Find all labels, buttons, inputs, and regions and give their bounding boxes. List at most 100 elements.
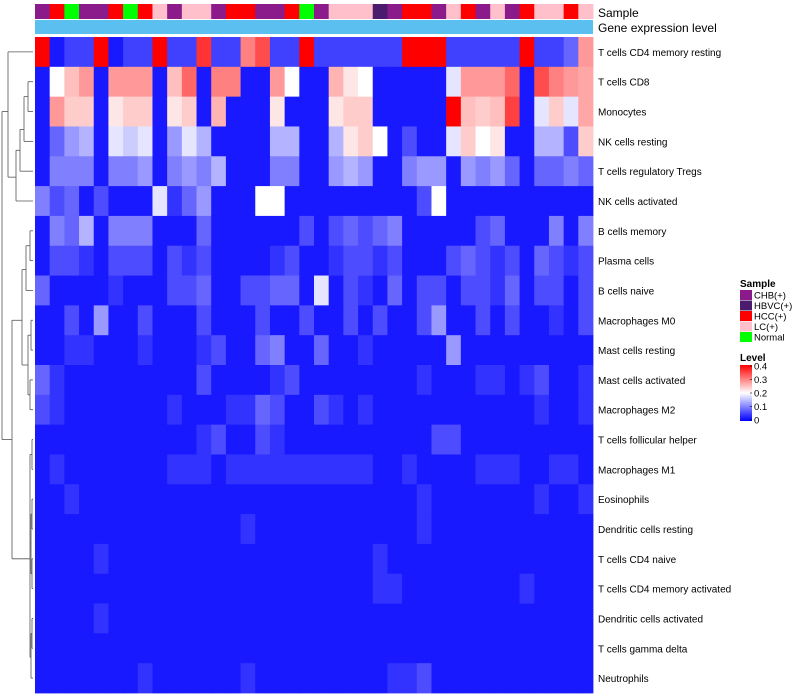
heatmap-cell-r1-c2 <box>64 66 80 98</box>
heatmap-cell-r14-c14 <box>240 454 256 485</box>
heatmap-cell-r1-c13 <box>225 66 241 98</box>
heatmap-cell-r15-c27 <box>431 484 447 515</box>
heatmap-cell-r4-c17 <box>284 156 300 187</box>
heatmap-cell-r14-c1 <box>49 454 65 485</box>
heatmap-cell-r17-c23 <box>372 543 388 575</box>
heatmap-cell-r2-c35 <box>548 96 565 127</box>
heatmap-cell-r10-c21 <box>343 335 359 366</box>
heatmap-cell-r19-c10 <box>181 603 197 634</box>
heatmap-cell-r4-c32 <box>504 156 520 187</box>
heatmap-cell-r12-c16 <box>269 394 286 426</box>
heatmap-cell-r1-c0 <box>35 66 51 98</box>
heatmap-cell-r4-c28 <box>446 156 462 187</box>
heatmap-cell-r14-c18 <box>299 454 315 485</box>
heatmap-cell-r6-c4 <box>93 215 109 247</box>
heatmap-cell-r1-c21 <box>343 66 359 98</box>
heatmap-cell-r8-c7 <box>137 275 153 306</box>
heatmap-cell-r3-c31 <box>490 126 506 157</box>
heatmap-cell-r18-c21 <box>343 573 359 604</box>
heatmap-cell-r21-c3 <box>79 663 95 694</box>
heatmap-cell-r11-c34 <box>534 365 550 396</box>
heatmap-cell-r11-c10 <box>181 365 197 396</box>
heatmap-cell-r11-c17 <box>284 365 300 396</box>
heatmap-cell-r16-c32 <box>504 514 520 545</box>
heatmap-cell-r5-c31 <box>490 186 506 217</box>
heatmap-cell-r19-c30 <box>475 603 491 634</box>
heatmap-cell-r15-c21 <box>343 484 359 515</box>
sample-cell-18 <box>299 4 315 19</box>
heatmap-cell-r20-c20 <box>328 633 344 664</box>
heatmap-cell-r7-c26 <box>416 245 432 276</box>
heatmap-cell-r11-c19 <box>314 365 330 396</box>
heatmap-cell-r6-c12 <box>211 215 227 247</box>
heatmap-cell-r3-c20 <box>328 126 344 157</box>
heatmap-cell-r1-c25 <box>402 66 418 98</box>
heatmap-cell-r1-c35 <box>548 66 565 98</box>
heatmap-cell-r20-c4 <box>93 633 109 664</box>
heatmap-cell-r3-c0 <box>35 126 51 157</box>
heatmap-cell-r19-c33 <box>519 603 535 634</box>
legend-level-tick-4: 0 <box>754 416 759 427</box>
heatmap-cell-r12-c12 <box>211 394 227 426</box>
heatmap-cell-r5-c4 <box>93 186 109 217</box>
heatmap-cell-r6-c27 <box>431 215 447 247</box>
heatmap-cell-r2-c33 <box>519 96 535 127</box>
heatmap-cell-r10-c14 <box>240 335 256 366</box>
heatmap-cell-r5-c18 <box>299 186 315 217</box>
sample-cell-13 <box>225 4 241 19</box>
heatmap-cell-r17-c20 <box>328 543 344 575</box>
heatmap-cell-r5-c13 <box>225 186 241 217</box>
heatmap-cell-r2-c1 <box>49 96 65 127</box>
heatmap-cell-r19-c5 <box>108 603 124 634</box>
heatmap-cell-r19-c16 <box>269 603 286 634</box>
row-label-1: T cells CD8 <box>598 78 650 89</box>
heatmap-cell-r7-c20 <box>328 245 344 276</box>
heatmap-cell-r12-c29 <box>460 394 476 426</box>
heatmap-cell-r17-c27 <box>431 543 447 575</box>
legend-swatch-hbvc <box>740 300 752 311</box>
heatmap-cell-r8-c32 <box>504 275 520 306</box>
heatmap-cell-r4-c11 <box>196 156 212 187</box>
heatmap-cell-r19-c29 <box>460 603 476 634</box>
legend-label-normal: Normal <box>754 333 785 344</box>
heatmap-cell-r8-c5 <box>108 275 124 306</box>
heatmap-cell-r20-c28 <box>446 633 462 664</box>
heatmap-cell-r12-c10 <box>181 394 197 426</box>
heatmap-cell-r21-c2 <box>64 663 80 694</box>
heatmap-cell-r19-c8 <box>152 603 168 634</box>
heatmap-cell-r18-c33 <box>519 573 535 604</box>
heatmap-cell-r18-c19 <box>314 573 330 604</box>
heatmap-cell-r20-c32 <box>504 633 520 664</box>
heatmap-cell-r9-c2 <box>64 305 80 336</box>
heatmap-cell-r3-c26 <box>416 126 432 157</box>
heatmap-cell-r17-c14 <box>240 543 256 575</box>
heatmap-cell-r17-c7 <box>137 543 153 575</box>
heatmap-cell-r6-c22 <box>358 215 374 247</box>
heatmap-cell-r19-c7 <box>137 603 153 634</box>
heatmap-cell-r18-c37 <box>578 573 594 604</box>
heatmap-cell-r13-c26 <box>416 424 432 455</box>
heatmap-cell-r0-c6 <box>123 37 139 68</box>
heatmap-cell-r5-c29 <box>460 186 476 217</box>
heatmap-cell-r13-c8 <box>152 424 168 455</box>
heatmap-cell-r21-c29 <box>460 663 476 694</box>
heatmap-cell-r10-c2 <box>64 335 80 366</box>
heatmap-cell-r19-c6 <box>123 603 139 634</box>
heatmap-cell-r21-c9 <box>167 663 183 694</box>
heatmap-cell-r9-c23 <box>372 305 388 336</box>
heatmap-cell-r5-c5 <box>108 186 124 217</box>
heatmap-cell-r13-c34 <box>534 424 550 455</box>
heatmap-cell-r13-c24 <box>387 424 403 455</box>
heatmap-cell-r1-c26 <box>416 66 432 98</box>
heatmap-cell-r1-c6 <box>123 66 139 98</box>
heatmap-cell-r1-c22 <box>358 66 374 98</box>
legend-level-tick-1: 0.3 <box>754 375 767 386</box>
heatmap-cell-r1-c37 <box>578 66 594 98</box>
heatmap-cell-r1-c29 <box>460 66 476 98</box>
heatmap-cell-r0-c26 <box>416 37 432 68</box>
heatmap-cell-r8-c27 <box>431 275 447 306</box>
heatmap-cell-r0-c7 <box>137 37 153 68</box>
heatmap-cell-r2-c2 <box>64 96 80 127</box>
heatmap-cell-r9-c1 <box>49 305 65 336</box>
row-label-16: Dendritic cells resting <box>598 525 693 536</box>
